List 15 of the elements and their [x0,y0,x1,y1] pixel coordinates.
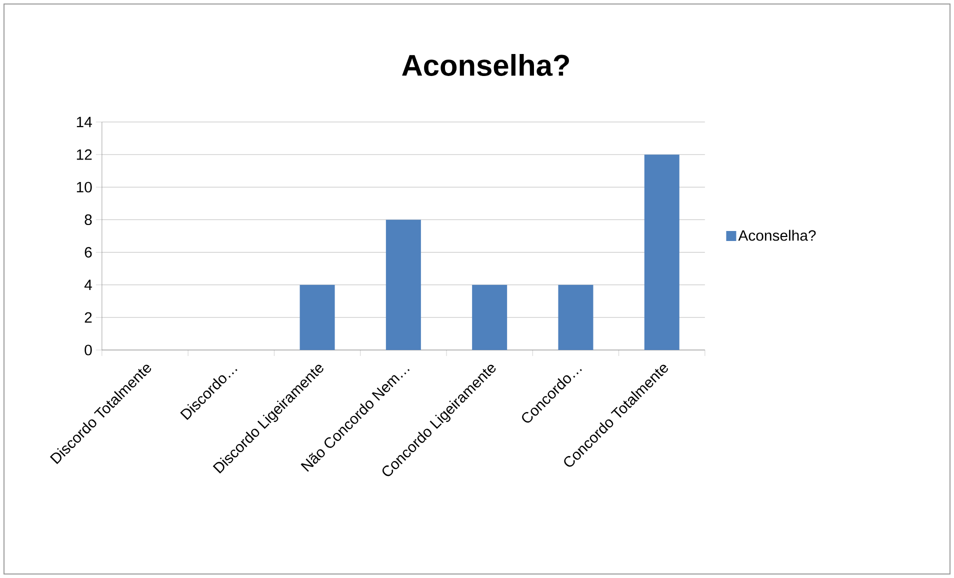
bar [644,154,680,350]
y-tick-label: 2 [84,312,92,323]
y-tick-label: 12 [76,149,92,160]
y-tick-label: 0 [84,344,92,356]
y-tick-label: 8 [84,214,92,225]
y-tick-label: 14 [76,116,92,128]
y-tick-label: 6 [84,246,92,258]
bar [386,220,421,350]
chart-title: Aconselha? [402,54,569,76]
y-tick-label: 4 [84,280,92,290]
legend-label: Aconselha? [738,230,816,241]
bar [472,284,508,350]
bar [300,284,335,350]
y-tick-label: 10 [76,182,92,192]
bar [558,284,594,350]
